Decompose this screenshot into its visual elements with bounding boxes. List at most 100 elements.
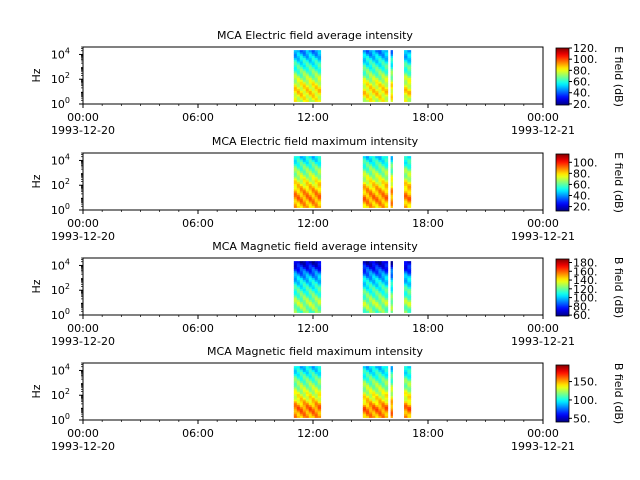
spectrogram-cell [311, 307, 316, 310]
spectrogram-cell [384, 90, 389, 93]
spectrogram-cell [407, 273, 412, 277]
spectrogram-cell [317, 51, 322, 55]
spectrogram-cell [308, 161, 313, 164]
spectrogram-cell [311, 397, 316, 400]
spectrogram-cell [299, 70, 304, 73]
spectrogram-cell [305, 85, 310, 88]
spectrogram-cell [372, 203, 376, 207]
spectrogram-cell [378, 73, 382, 77]
spectrogram-cell [404, 266, 408, 269]
spectrogram-cell [378, 55, 382, 58]
spectrogram-cell [375, 413, 379, 417]
spectrogram-cell [372, 90, 376, 93]
spectrogram-cell [311, 198, 316, 201]
spectrogram-cell [299, 378, 304, 382]
spectrogram-cell [311, 286, 316, 290]
y-tick-label: 102 [51, 177, 70, 192]
spectrogram-cell [362, 380, 367, 384]
spectrogram-cell [372, 284, 376, 288]
spectrogram-cell [296, 406, 301, 409]
spectrogram-cell [296, 178, 301, 181]
spectrogram-cell [308, 66, 313, 69]
spectrogram-cell [372, 410, 376, 413]
spectrogram-cell [365, 203, 370, 207]
spectrogram-cell [362, 378, 367, 382]
spectrogram-cell [311, 200, 316, 203]
spectrogram-cell [390, 83, 393, 86]
spectrogram-cell [308, 85, 313, 88]
colorbar-label: E field (dB) [612, 46, 625, 107]
spectrogram-cell [317, 262, 322, 266]
spectrogram-cell [384, 57, 389, 60]
spectrogram-cell [314, 167, 319, 170]
spectrogram-cell [311, 179, 316, 183]
spectrogram-cell [308, 200, 313, 203]
spectrogram-cell [369, 378, 373, 382]
spectrogram-cell [305, 64, 310, 68]
spectrogram-cell [296, 189, 301, 192]
spectrogram-cell [381, 174, 386, 177]
spectrogram-cell [365, 399, 370, 402]
spectrogram-cell [308, 205, 313, 208]
spectrogram-cell [375, 168, 379, 172]
spectrogram-cell [362, 191, 367, 194]
spectrogram-cell [384, 382, 389, 385]
spectrogram-cell [365, 79, 370, 82]
spectrogram-cell [378, 85, 382, 88]
spectrogram-cell [311, 273, 316, 277]
spectrogram-cell [317, 167, 322, 170]
spectrogram-cell [372, 202, 376, 205]
colorbar-tick-label: 20. [573, 98, 591, 111]
spectrogram-cell [390, 64, 393, 68]
spectrogram-cell [362, 388, 367, 391]
spectrogram-cell [317, 97, 322, 101]
spectrogram-cell [296, 85, 301, 88]
spectrogram-cell [407, 268, 412, 271]
spectrogram-cell [302, 393, 307, 396]
spectrogram-cell [365, 85, 370, 88]
spectrogram-cell [390, 72, 393, 75]
spectrogram-cell [302, 178, 307, 181]
spectrogram-cell [362, 192, 367, 196]
spectrogram-cell [369, 393, 373, 396]
spectrogram-cell [384, 296, 389, 299]
spectrogram-cell [296, 168, 301, 172]
spectrogram-cell [293, 59, 298, 62]
spectrogram-cell [308, 410, 313, 413]
spectrogram-cell [378, 189, 382, 192]
spectrogram-cell [381, 99, 386, 102]
spectrogram-cell [404, 412, 408, 415]
spectrogram-cell [372, 55, 376, 58]
spectrogram-cell [378, 172, 382, 175]
spectrogram-cell [381, 66, 386, 69]
spectrogram-cell [369, 191, 373, 194]
spectrogram-cell [311, 176, 316, 179]
spectrogram-cell [308, 181, 313, 185]
spectrogram-cell [375, 410, 379, 413]
spectrogram-cell [314, 266, 319, 269]
spectrogram-cell [299, 181, 304, 185]
spectrogram-cell [378, 261, 382, 264]
spectrogram-cell [375, 172, 379, 175]
spectrogram-cell [299, 264, 304, 268]
spectrogram-cell [365, 389, 370, 393]
spectrogram-cell [293, 402, 298, 406]
spectrogram-cell [296, 378, 301, 382]
spectrogram-cell [384, 410, 389, 413]
spectrogram-cell [308, 408, 313, 411]
spectrogram-cell [378, 88, 382, 91]
spectrogram-cell [375, 198, 379, 201]
spectrogram-cell [314, 297, 319, 301]
spectrogram-cell [293, 90, 298, 93]
spectrogram-cell [314, 75, 319, 79]
spectrogram-cell [390, 159, 393, 163]
spectrogram-cell [390, 393, 393, 396]
spectrogram-cell [296, 202, 301, 205]
spectrogram-cell [293, 294, 298, 297]
spectrogram-cell [407, 303, 412, 306]
spectrogram-cell [308, 366, 313, 369]
spectrogram-cell [305, 68, 310, 71]
spectrogram-cell [293, 262, 298, 266]
spectrogram-cell [317, 301, 322, 304]
spectrogram-cell [407, 57, 412, 60]
